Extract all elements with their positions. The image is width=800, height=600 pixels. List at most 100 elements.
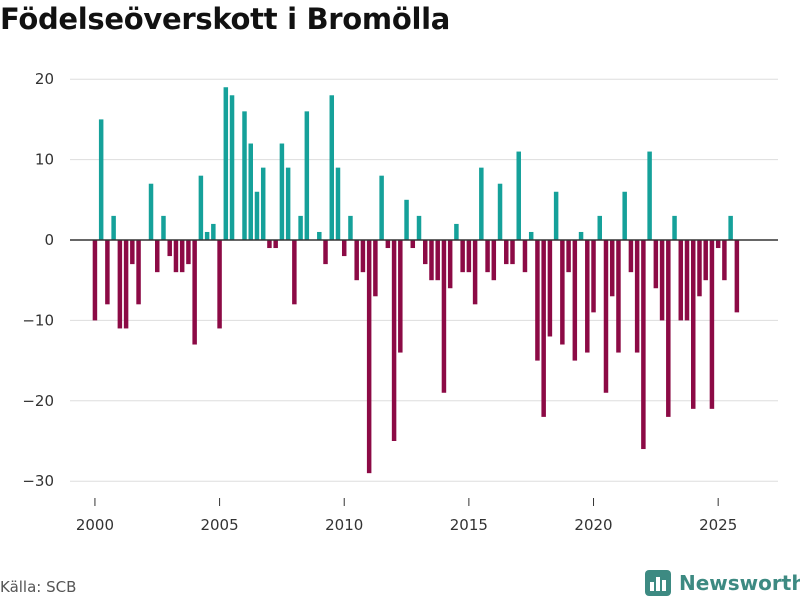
bar [528, 231, 534, 240]
bar [242, 111, 247, 240]
bar [348, 215, 353, 240]
bar [186, 240, 191, 265]
bar-series [92, 87, 740, 474]
bar [260, 167, 266, 240]
gridlines [70, 78, 778, 482]
bar [734, 240, 740, 313]
bar [298, 215, 303, 240]
bar [198, 175, 204, 240]
bar [192, 240, 197, 345]
bar [659, 240, 665, 321]
y-tick-label: −10 [22, 311, 54, 329]
bar [485, 240, 490, 273]
bar [248, 143, 253, 240]
x-tick-label: 2015 [450, 516, 488, 534]
y-tick-label: −20 [22, 392, 54, 410]
bar [447, 240, 453, 289]
bar [666, 240, 671, 417]
bar [410, 240, 416, 249]
bar [616, 240, 621, 353]
bar [647, 151, 652, 240]
bar [404, 199, 409, 240]
newsworthy-logo[interactable]: Newsworthy [645, 568, 800, 598]
bar [653, 240, 659, 289]
bar [628, 240, 634, 273]
bar [92, 240, 98, 321]
bar [504, 240, 509, 265]
bar [105, 240, 110, 305]
y-tick-label: 20 [35, 70, 54, 88]
bar [223, 87, 229, 241]
bar [379, 175, 384, 240]
bar [292, 240, 297, 305]
bar [285, 167, 291, 240]
bar [585, 240, 590, 353]
bar [385, 240, 391, 249]
bar [728, 215, 733, 240]
bar [423, 240, 428, 265]
y-axis-ticks: 20 10 0 −10 −20 −30 [22, 70, 54, 490]
bar [641, 240, 646, 450]
bar [130, 240, 135, 265]
bar [279, 143, 285, 240]
bar [204, 231, 210, 240]
bar-chart-logo-icon [645, 570, 671, 596]
bar [578, 231, 584, 240]
bar [373, 240, 378, 297]
bar [98, 119, 104, 240]
bar [273, 240, 278, 249]
bar [429, 240, 434, 281]
y-tick-label: 0 [44, 231, 54, 249]
x-axis-ticks: 2000 2005 2010 2015 2020 2025 [76, 498, 737, 534]
bar [416, 215, 422, 240]
bar [173, 240, 179, 273]
bar [229, 95, 235, 240]
y-tick-label: 10 [35, 151, 54, 169]
bar [609, 240, 615, 297]
bar [267, 240, 272, 249]
bar [709, 240, 715, 409]
bar [566, 240, 571, 273]
bar [634, 240, 640, 353]
chart-title: Födelseöverskott i Bromölla [0, 2, 451, 36]
bar [472, 240, 478, 305]
bar [161, 215, 166, 240]
x-tick-label: 2020 [574, 516, 612, 534]
bar [516, 151, 521, 240]
bar [254, 191, 260, 240]
bar [317, 231, 322, 240]
bar [547, 240, 553, 337]
bar [329, 95, 335, 240]
bar [304, 111, 310, 240]
bar [454, 223, 459, 240]
bar [479, 167, 484, 240]
bar [179, 240, 185, 273]
x-tick-label: 2000 [76, 516, 114, 534]
bar [211, 223, 216, 240]
bar [535, 240, 540, 361]
x-tick-label: 2010 [325, 516, 363, 534]
bar [678, 240, 684, 321]
bar [715, 240, 721, 249]
bar [360, 240, 366, 273]
source-label: Källa: SCB [0, 578, 77, 596]
bar [672, 215, 677, 240]
bar [684, 240, 690, 321]
bar [510, 240, 515, 265]
bar [541, 240, 546, 417]
bar [354, 240, 359, 281]
bar [167, 240, 172, 257]
bar [572, 240, 578, 361]
bar [323, 240, 328, 265]
bar [155, 240, 160, 273]
bar [553, 191, 559, 240]
bar [591, 240, 596, 313]
bar [148, 183, 154, 240]
bar [117, 240, 123, 329]
bar [491, 240, 497, 281]
y-tick-label: −30 [22, 472, 54, 490]
bar [441, 240, 447, 393]
bar [391, 240, 397, 441]
bar [560, 240, 565, 345]
